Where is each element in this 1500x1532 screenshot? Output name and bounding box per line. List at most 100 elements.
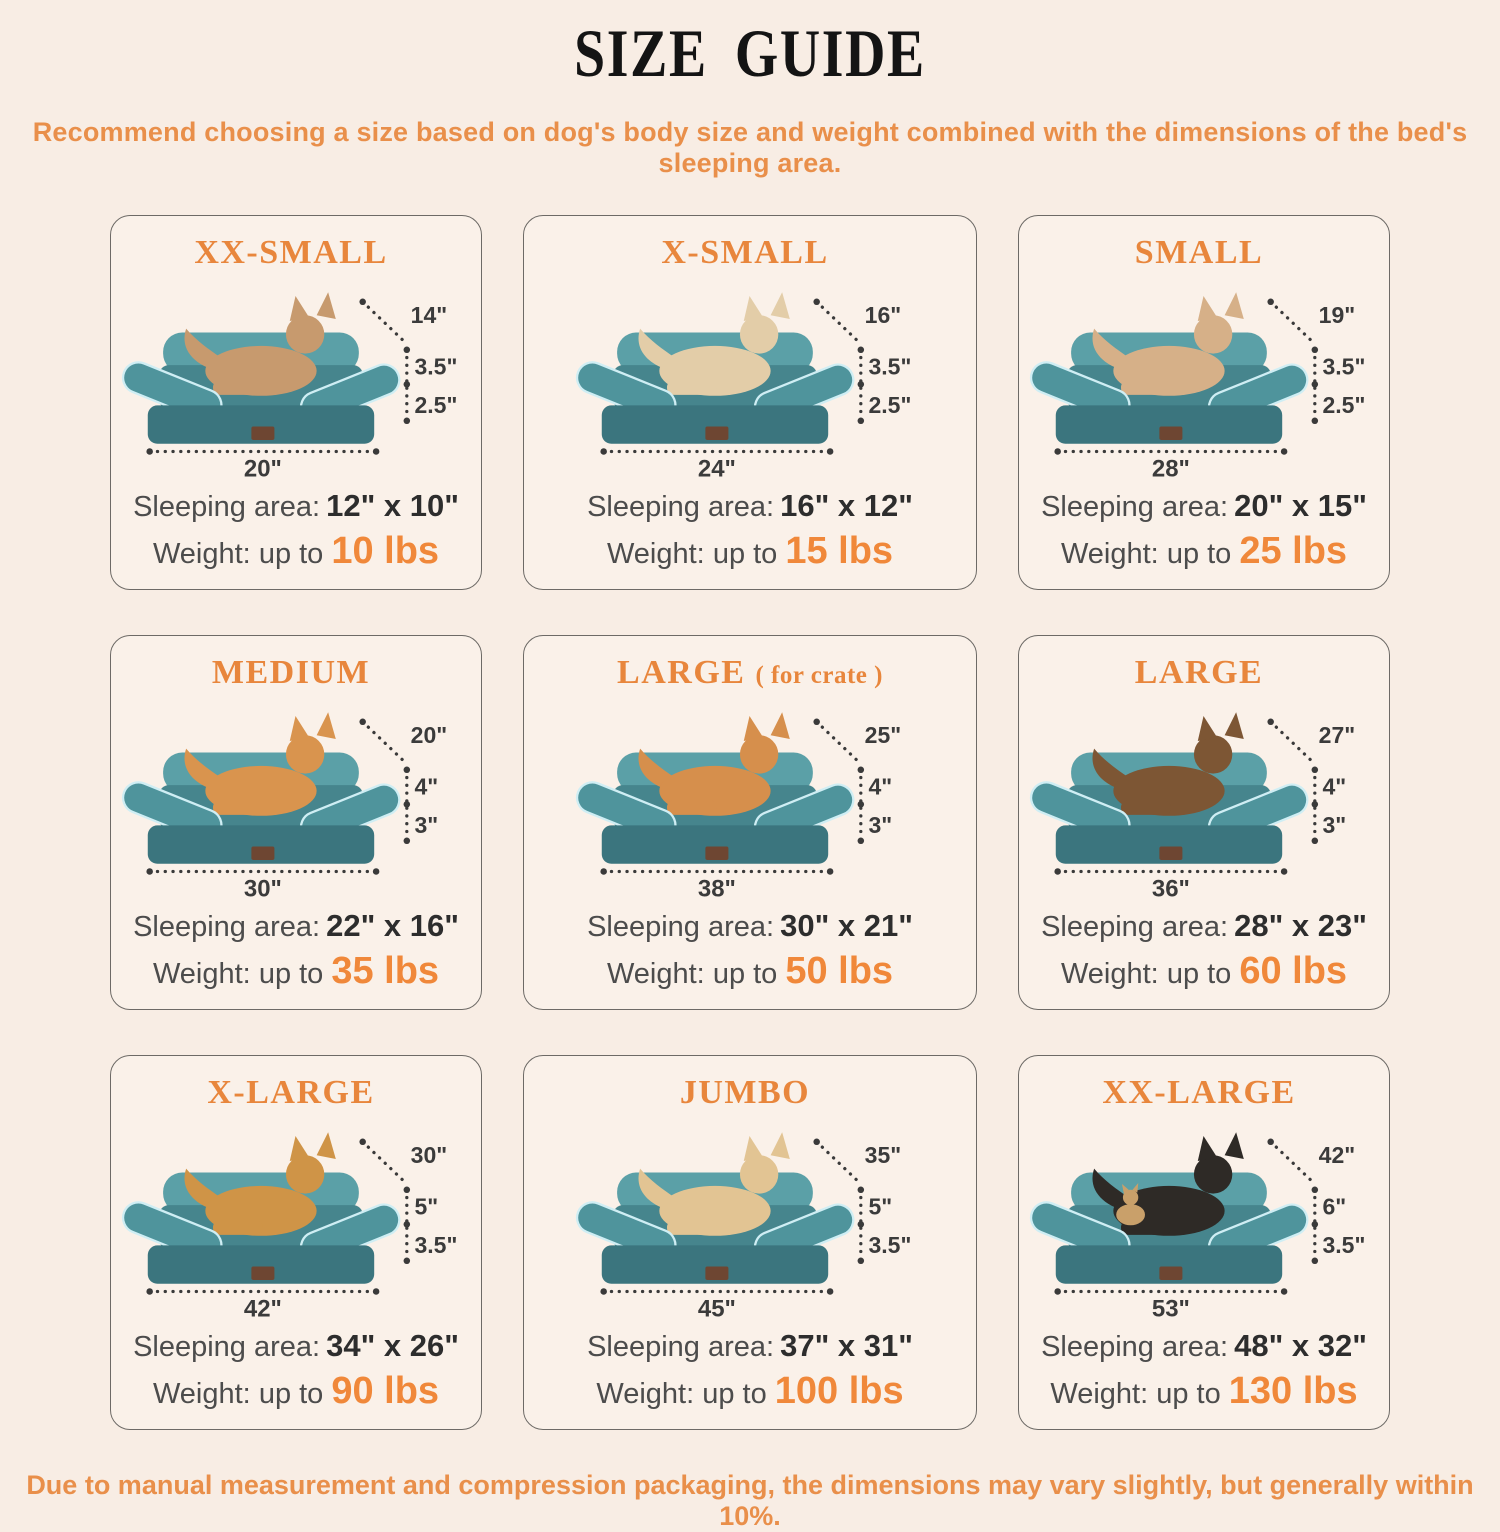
weight-line: Weight: up to 15 lbs xyxy=(607,530,893,573)
size-name-note: ( for crate ) xyxy=(755,662,883,689)
pet-ear-right xyxy=(770,1131,790,1159)
sleeping-area-line: Sleeping area: 16" x 12" xyxy=(587,488,913,524)
pet-head xyxy=(1193,734,1233,774)
weight-prefix: up to xyxy=(1166,958,1232,990)
pet-silhouette xyxy=(1092,291,1244,396)
dim-width-label: 45" xyxy=(698,1295,736,1322)
dim-width-label: 28" xyxy=(1152,455,1190,482)
bed-illustration: 30" 5" 3.5" 42" xyxy=(121,1131,457,1322)
pet-paws xyxy=(667,799,717,815)
size-guide-grid: XX-SMALL xyxy=(110,215,1390,1430)
dim-width-dot-right xyxy=(1280,447,1288,455)
page-footer-area: Due to manual measurement and compressio… xyxy=(0,1470,1500,1532)
bed-illustration: 42" 6" 3.5" 53" xyxy=(1029,1131,1365,1322)
sleeping-area-value: 28" x 23" xyxy=(1234,908,1367,943)
pet-silhouette xyxy=(184,291,336,396)
bed-base xyxy=(1055,824,1283,864)
small-pet-head xyxy=(1122,1189,1139,1205)
pet-tail xyxy=(1092,328,1129,369)
weight-value: 90 lbs xyxy=(331,1370,440,1412)
size-name: XX-LARGE xyxy=(1102,1074,1296,1111)
weight-value: 25 lbs xyxy=(1239,530,1348,572)
pet-ear-left xyxy=(1197,715,1217,741)
sleeping-area-value: 22" x 16" xyxy=(326,908,459,943)
dim-lower-label: 3.5" xyxy=(1322,1232,1365,1258)
dim-upper-dot-bottom xyxy=(857,380,865,388)
dim-width-dot-right xyxy=(1280,867,1288,875)
bed-brand-tag xyxy=(1159,1266,1183,1280)
pet-ear-right xyxy=(316,291,336,319)
pet-ear-right xyxy=(316,1131,336,1159)
dim-width-label: 53" xyxy=(1152,1295,1190,1322)
pet-silhouette xyxy=(1092,1131,1244,1236)
pet-ear-right xyxy=(316,711,336,739)
bed-figure: 42" 6" 3.5" 53" xyxy=(1028,1112,1380,1326)
size-name: X-SMALL xyxy=(661,234,829,271)
dim-lower-dot-bottom xyxy=(403,416,411,424)
dim-diagonal-line xyxy=(361,299,407,344)
dim-diagonal-label: 19" xyxy=(1319,301,1356,327)
bed-illustration: 25" 4" 3" 38" xyxy=(575,711,901,902)
dim-diagonal-line xyxy=(361,1139,407,1184)
pet-tail xyxy=(184,328,221,369)
dim-diagonal-line xyxy=(815,299,861,344)
dim-width-label: 38" xyxy=(698,875,736,902)
weight-value: 50 lbs xyxy=(785,950,894,992)
size-card-title: X-LARGE xyxy=(207,1074,384,1112)
bed-illustration: 16" 3.5" 2.5" 24" xyxy=(575,291,911,482)
pet-silhouette xyxy=(638,711,790,816)
size-name: LARGE xyxy=(617,654,746,691)
sleeping-area-label: Sleeping area: xyxy=(1041,911,1229,943)
pet-paws xyxy=(213,799,263,815)
size-card: MEDIUM xyxy=(110,635,482,1010)
pet-paws xyxy=(213,1219,263,1235)
dim-lower-label: 2.5" xyxy=(414,392,457,418)
dim-diagonal-label: 14" xyxy=(411,301,448,327)
dim-width-dot-right xyxy=(1280,1287,1288,1295)
size-name: XX-SMALL xyxy=(194,234,388,271)
dim-upper-label: 5" xyxy=(868,1193,892,1219)
bed-figure: 30" 5" 3.5" 42" xyxy=(120,1112,472,1326)
dim-lower-label: 3" xyxy=(1322,812,1346,838)
weight-line: Weight: up to 130 lbs xyxy=(1050,1370,1357,1413)
dim-width-label: 20" xyxy=(244,455,282,482)
pet-tail xyxy=(184,748,221,789)
page-header: SIZE GUIDE Recommend choosing a size bas… xyxy=(0,14,1500,179)
bed-base xyxy=(601,404,829,444)
pet-paws xyxy=(1121,379,1171,395)
size-card: LARGE xyxy=(1018,635,1390,1010)
size-card-title: JUMBO xyxy=(680,1074,820,1112)
weight-prefix: up to xyxy=(1156,1378,1221,1410)
weight-prefix: up to xyxy=(712,538,778,570)
sleeping-area-value: 12" x 10" xyxy=(326,488,459,523)
dim-lower-dot-bottom xyxy=(857,416,865,424)
dim-width-dot-right xyxy=(372,867,380,875)
size-name: X-LARGE xyxy=(207,1074,375,1111)
pet-ear-right xyxy=(1224,711,1244,739)
sleeping-area-line: Sleeping area: 28" x 23" xyxy=(1041,908,1367,944)
weight-prefix: up to xyxy=(258,958,324,990)
weight-value: 100 lbs xyxy=(774,1370,904,1412)
size-name: SMALL xyxy=(1134,234,1264,271)
weight-line: Weight: up to 50 lbs xyxy=(607,950,893,993)
sleeping-area-value: 37" x 31" xyxy=(780,1328,913,1363)
pet-paws xyxy=(667,379,717,395)
weight-value: 35 lbs xyxy=(331,950,440,992)
dim-width-dot-right xyxy=(372,447,380,455)
weight-prefix: up to xyxy=(258,1378,324,1410)
page-subtitle: Recommend choosing a size based on dog's… xyxy=(32,117,1468,178)
pet-silhouette xyxy=(638,291,790,396)
dim-lower-dot-bottom xyxy=(1311,416,1319,424)
pet-tail xyxy=(638,1168,675,1209)
sleeping-area-line: Sleeping area: 30" x 21" xyxy=(587,908,913,944)
pet-ear-right xyxy=(770,291,790,319)
size-card: X-LARGE xyxy=(110,1055,482,1430)
pet-ear-right xyxy=(1224,291,1244,319)
dim-upper-dot-bottom xyxy=(1311,380,1319,388)
bed-brand-tag xyxy=(705,426,729,440)
sleeping-area-label: Sleeping area: xyxy=(587,1331,775,1363)
dim-lower-dot-bottom xyxy=(857,1256,865,1264)
pet-ear-left xyxy=(743,295,763,321)
dim-diagonal-line xyxy=(815,1139,861,1184)
size-name: LARGE xyxy=(1134,654,1264,691)
